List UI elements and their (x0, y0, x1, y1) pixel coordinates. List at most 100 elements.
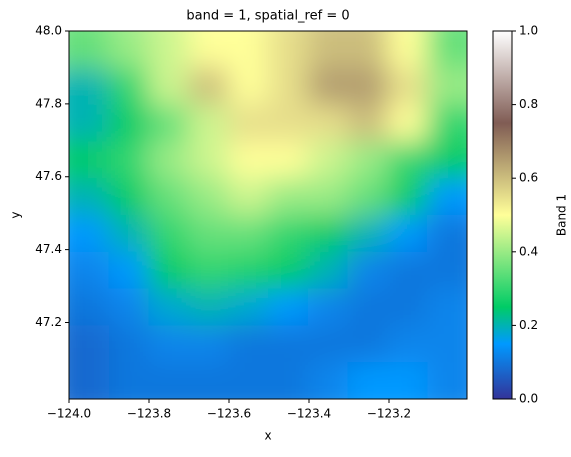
raster-cell (69, 141, 110, 180)
y-tick-label: 47.6 (35, 169, 62, 183)
raster-cell (228, 288, 269, 327)
raster-cell (228, 325, 269, 364)
raster-cell (228, 104, 269, 143)
raster-cell (347, 251, 389, 290)
colorbar-tick-label: 1.0 (519, 24, 538, 38)
y-axis-label: y (9, 211, 23, 218)
raster-cell (307, 215, 349, 253)
y-tick-label: 48.0 (35, 24, 62, 38)
raster-cell (347, 104, 389, 143)
raster-cell (347, 67, 389, 106)
raster-cell (148, 325, 190, 364)
raster-cell (228, 215, 269, 253)
raster-cell (347, 141, 389, 180)
raster-cell (268, 178, 309, 216)
raster-cell (387, 31, 429, 69)
raster-cell (108, 178, 150, 216)
colorbar (492, 30, 513, 400)
raster-cell (347, 362, 389, 399)
raster-cell (387, 178, 429, 216)
raster-cell (307, 178, 349, 216)
raster-cell (387, 67, 429, 106)
x-tick-label: −123.2 (367, 407, 411, 421)
raster-cell (387, 104, 429, 143)
y-tick-label: 47.2 (35, 315, 62, 329)
raster-cell (427, 325, 467, 364)
raster-cell (307, 325, 349, 364)
raster-cell (427, 215, 467, 253)
raster-cell (188, 67, 230, 106)
raster-cell (148, 67, 190, 106)
raster-cell (148, 178, 190, 216)
raster-cell (188, 141, 230, 180)
raster-cell (268, 325, 309, 364)
raster-cell (188, 325, 230, 364)
raster-cell (148, 215, 190, 253)
raster-cell (228, 362, 269, 399)
raster-cell (427, 67, 467, 106)
raster-cell (347, 215, 389, 253)
raster-cell (69, 288, 110, 327)
raster-cell (69, 251, 110, 290)
raster-cell (108, 325, 150, 364)
raster-cell (148, 104, 190, 143)
raster-cell (307, 31, 349, 69)
raster-cell (347, 178, 389, 216)
x-tick-label: −123.6 (207, 407, 251, 421)
raster-cell (108, 31, 150, 69)
raster-cell (387, 362, 429, 399)
colorbar-tick-label: 0.2 (519, 318, 538, 332)
y-tick-label: 47.4 (35, 242, 62, 256)
raster-cell (307, 67, 349, 106)
raster-cell (347, 31, 389, 69)
raster-cell (268, 141, 309, 180)
plot-frame (68, 30, 468, 400)
colorbar-tick-label: 0.6 (519, 171, 538, 185)
raster-cell (228, 251, 269, 290)
colorbar-tick-label: 0.0 (519, 392, 538, 406)
colorbar-tick-label: 0.4 (519, 244, 538, 258)
raster-cell (108, 288, 150, 327)
raster-cell (188, 31, 230, 69)
raster-cell (69, 215, 110, 253)
raster-cell (148, 251, 190, 290)
raster-cell (268, 251, 309, 290)
raster-cell (148, 31, 190, 69)
raster-cell (108, 141, 150, 180)
raster-cell (427, 362, 467, 399)
raster-cell (307, 104, 349, 143)
raster-cell (347, 325, 389, 364)
raster-cell (427, 178, 467, 216)
raster-cell (228, 178, 269, 216)
y-tick-label: 47.8 (35, 96, 62, 110)
raster-cell (69, 325, 110, 364)
raster-cell (228, 141, 269, 180)
raster-cell (148, 288, 190, 327)
raster-cell (69, 104, 110, 143)
raster-cell (69, 178, 110, 216)
raster-cell (268, 67, 309, 106)
x-tick-label: −123.4 (287, 407, 331, 421)
x-tick-label: −124.0 (47, 407, 91, 421)
raster-cell (268, 362, 309, 399)
raster-cell (108, 362, 150, 399)
raster-cell (69, 31, 110, 69)
raster-cell (427, 141, 467, 180)
raster-cell (108, 104, 150, 143)
raster-cell (427, 31, 467, 69)
x-axis-label: x (264, 429, 271, 443)
colorbar-label: Band 1 (555, 194, 569, 236)
raster-cell (188, 104, 230, 143)
raster-cell (108, 215, 150, 253)
raster-cell (148, 141, 190, 180)
raster-cell (148, 362, 190, 399)
colorbar-tick-label: 0.8 (519, 97, 538, 111)
raster-cell (188, 178, 230, 216)
raster-cell (427, 104, 467, 143)
raster-cell (427, 288, 467, 327)
raster-cell (188, 215, 230, 253)
raster-cell (228, 31, 269, 69)
raster-cell (268, 104, 309, 143)
raster-cell (268, 288, 309, 327)
